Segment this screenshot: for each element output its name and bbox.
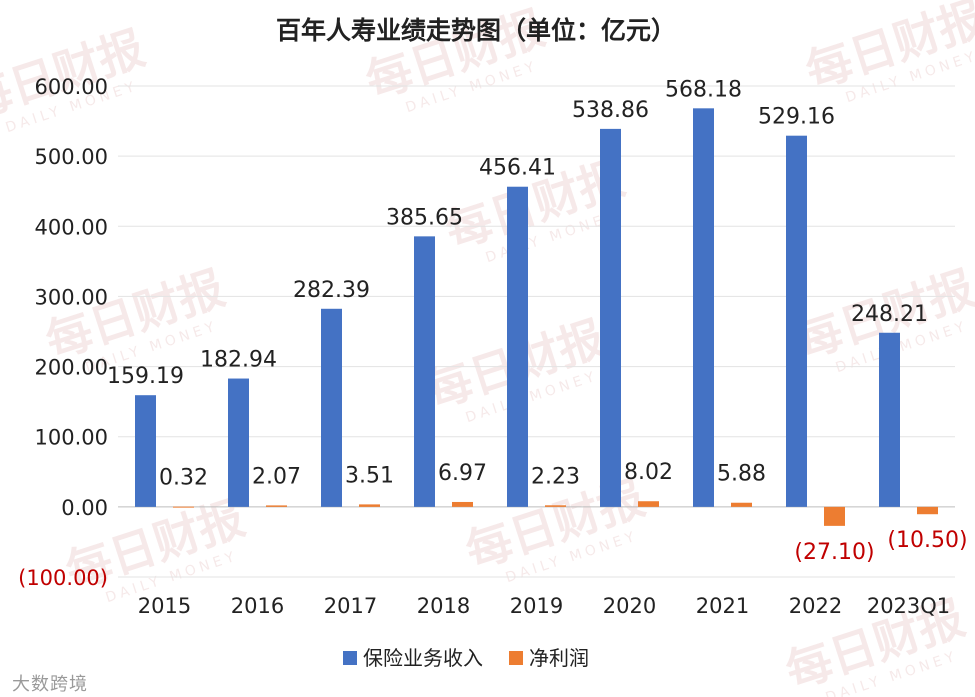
data-label-revenue: 456.41: [479, 156, 556, 181]
x-tick-label: 2022: [789, 594, 842, 618]
y-tick-label: 300.00: [35, 285, 108, 309]
data-labels: 159.19 0.32 182.94 2.07 282.39 3.51 385.65 6.97…: [107, 77, 968, 565]
bar-profit: [638, 501, 659, 507]
data-label-profit: 6.97: [438, 461, 487, 486]
data-label-profit: 0.32: [159, 466, 208, 491]
y-tick-label: (100.00): [18, 566, 108, 590]
source-watermark: 大数跨境: [12, 674, 88, 695]
data-label-revenue: 385.65: [386, 205, 463, 230]
data-label-revenue: 282.39: [293, 278, 370, 303]
data-label-profit: 2.23: [531, 464, 580, 489]
y-tick-label: 600.00: [35, 75, 108, 99]
chart-title: 百年人寿业绩走势图（单位：亿元）: [276, 16, 676, 45]
y-tick-label: 100.00: [35, 426, 108, 450]
data-label-revenue: 159.19: [107, 364, 184, 389]
bar-revenue: [600, 128, 621, 507]
y-tick-label: 0.00: [61, 496, 108, 520]
bar-profit: [452, 501, 473, 507]
data-label-revenue: 248.21: [851, 302, 928, 327]
x-tick-label: 2020: [603, 594, 656, 618]
bar-revenue: [507, 186, 528, 507]
legend-label: 净利润: [529, 646, 589, 670]
x-tick-label: 2017: [324, 594, 377, 618]
x-axis: 2015 2016 2017 2018 2019 2020 2021 2022 2023Q1: [138, 594, 950, 618]
bar-profit: [731, 502, 752, 507]
bar-revenue: [228, 378, 249, 507]
y-tick-label: 500.00: [35, 145, 108, 169]
bar-revenue: [879, 332, 900, 507]
data-label-revenue: 529.16: [758, 105, 835, 130]
legend-swatch: [509, 651, 523, 665]
bar-revenue: [135, 395, 156, 507]
x-tick-label: 2023Q1: [867, 594, 950, 618]
data-label-revenue: 182.94: [200, 348, 277, 373]
bar-profit: [824, 506, 845, 526]
data-label-profit: 3.51: [345, 463, 394, 488]
x-tick-label: 2018: [417, 594, 470, 618]
data-label-profit: 5.88: [717, 462, 766, 487]
bar-revenue: [786, 135, 807, 507]
x-tick-label: 2015: [138, 594, 191, 618]
bar-revenue: [414, 236, 435, 507]
data-label-revenue: 538.86: [572, 98, 649, 123]
legend: 保险业务收入 净利润: [343, 646, 589, 670]
y-tick-label: 200.00: [35, 356, 108, 380]
x-tick-label: 2019: [510, 594, 563, 618]
bar-profit: [545, 505, 566, 507]
data-label-profit: 8.02: [624, 460, 673, 485]
x-tick-label: 2021: [696, 594, 749, 618]
bar-profit: [359, 504, 380, 507]
x-tick-label: 2016: [231, 594, 284, 618]
legend-swatch: [343, 651, 357, 665]
bar-profit: [173, 506, 194, 508]
gridlines: [118, 85, 955, 578]
bar-profit: [266, 505, 287, 507]
y-axis: 600.00 500.00 400.00 300.00 200.00 100.00 0.00…: [18, 75, 108, 590]
data-label-revenue: 568.18: [665, 77, 742, 102]
bars: [135, 108, 938, 526]
bar-revenue: [321, 308, 342, 507]
data-label-profit: (10.50): [887, 528, 967, 553]
data-label-profit: 2.07: [252, 464, 301, 489]
bar-revenue: [693, 108, 714, 507]
bar-profit: [917, 506, 938, 515]
data-label-profit: (27.10): [794, 540, 874, 565]
y-tick-label: 400.00: [35, 215, 108, 239]
legend-label: 保险业务收入: [363, 646, 483, 670]
